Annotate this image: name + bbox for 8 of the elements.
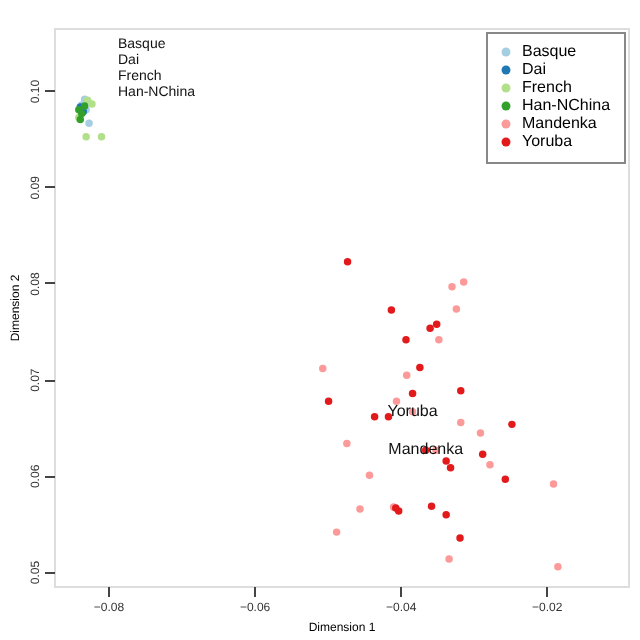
legend-label: Basque <box>522 42 578 60</box>
legend-label: Mandenka <box>522 114 598 132</box>
legend-label: Yoruba <box>522 132 574 150</box>
legend-label: French <box>522 78 572 96</box>
annotation: Yoruba <box>387 401 439 420</box>
legend-label: Dai <box>522 60 547 78</box>
annotation: Mandenka <box>388 440 465 459</box>
legend-label: Han-NChina <box>522 96 612 114</box>
